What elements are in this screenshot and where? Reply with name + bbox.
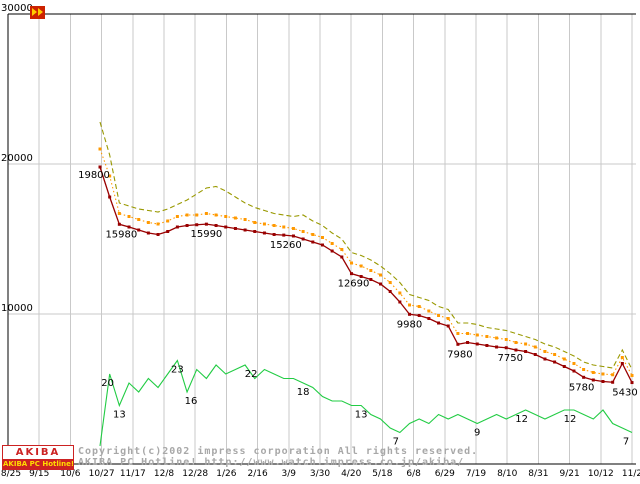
svg-text:6/8: 6/8 — [406, 469, 421, 479]
svg-text:3/9: 3/9 — [282, 469, 297, 479]
corner-badge-icon — [30, 6, 45, 19]
svg-text:8/10: 8/10 — [497, 469, 517, 479]
svg-text:7: 7 — [623, 437, 629, 448]
badge-arrow-icon — [32, 8, 37, 16]
svg-text:5/18: 5/18 — [372, 469, 392, 479]
svg-text:9/21: 9/21 — [559, 469, 579, 479]
badge-arrow-icon — [38, 8, 43, 16]
svg-text:11/2: 11/2 — [622, 469, 640, 479]
svg-text:12690: 12690 — [338, 279, 370, 290]
svg-text:12/28: 12/28 — [182, 469, 208, 479]
svg-text:23: 23 — [171, 365, 184, 376]
svg-text:16: 16 — [185, 396, 198, 407]
svg-text:7750: 7750 — [498, 353, 523, 364]
svg-text:9980: 9980 — [397, 319, 422, 330]
svg-text:15990: 15990 — [190, 229, 222, 240]
akiba-logo[interactable]: AKIBA AKIBA PC Hotline! — [2, 445, 74, 470]
svg-text:12: 12 — [515, 414, 528, 425]
svg-text:15260: 15260 — [270, 240, 302, 251]
svg-text:3/30: 3/30 — [310, 469, 330, 479]
svg-text:6/29: 6/29 — [435, 469, 455, 479]
svg-text:20: 20 — [101, 378, 114, 389]
akiba-logo-text: AKIBA — [15, 447, 61, 458]
svg-text:7980: 7980 — [447, 349, 472, 360]
svg-text:4/20: 4/20 — [341, 469, 361, 479]
svg-text:7/19: 7/19 — [466, 469, 486, 479]
svg-text:8/25: 8/25 — [1, 469, 21, 479]
svg-text:5780: 5780 — [569, 382, 594, 393]
svg-text:10/6: 10/6 — [60, 469, 80, 479]
svg-text:9: 9 — [474, 428, 480, 439]
svg-text:10/12: 10/12 — [588, 469, 614, 479]
svg-text:8/31: 8/31 — [528, 469, 548, 479]
svg-text:30000: 30000 — [1, 3, 33, 14]
svg-text:13: 13 — [113, 410, 126, 421]
copyright-line1: Copyright(c)2002 impress corporation All… — [78, 446, 479, 457]
svg-text:7: 7 — [393, 437, 399, 448]
svg-text:13: 13 — [355, 410, 368, 421]
copyright-block: Copyright(c)2002 impress corporation All… — [78, 446, 478, 468]
svg-text:22: 22 — [245, 369, 258, 380]
svg-text:19800: 19800 — [78, 170, 110, 181]
svg-text:12: 12 — [564, 414, 577, 425]
svg-text:11/17: 11/17 — [120, 469, 146, 479]
svg-text:18: 18 — [297, 387, 310, 398]
copyright-line2: AKIBA PC Hotline! http://www.watch.impre… — [78, 457, 465, 468]
svg-text:20000: 20000 — [1, 153, 33, 164]
svg-text:2/16: 2/16 — [247, 469, 267, 479]
svg-text:15980: 15980 — [105, 229, 137, 240]
svg-text:10000: 10000 — [1, 303, 33, 314]
svg-text:5430: 5430 — [612, 388, 637, 399]
akiba-logo-subtext: AKIBA PC Hotline! — [3, 459, 73, 469]
svg-text:12/8: 12/8 — [154, 469, 174, 479]
footer: AKIBA AKIBA PC Hotline! Copyright(c)2002… — [0, 443, 640, 480]
svg-text:1/26: 1/26 — [216, 469, 236, 479]
svg-text:9/15: 9/15 — [29, 469, 49, 479]
svg-text:10/27: 10/27 — [89, 469, 115, 479]
